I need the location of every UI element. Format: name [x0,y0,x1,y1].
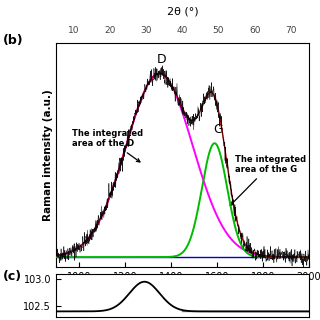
X-axis label: Raman shift (cm⁻¹): Raman shift (cm⁻¹) [123,288,242,298]
Text: 60: 60 [249,26,260,35]
Text: 40: 40 [177,26,188,35]
Text: 2θ (°): 2θ (°) [167,6,198,16]
Text: 70: 70 [285,26,297,35]
Text: 10: 10 [68,26,80,35]
Text: D: D [157,53,166,66]
Text: 20: 20 [105,26,116,35]
Text: 30: 30 [140,26,152,35]
Y-axis label: Raman intensity (a.u.): Raman intensity (a.u.) [43,89,53,221]
Text: (c): (c) [3,270,22,284]
Text: (b): (b) [3,34,24,47]
Text: 50: 50 [213,26,224,35]
Text: The integrated
area of the G: The integrated area of the G [230,155,306,205]
Text: G: G [213,123,223,136]
Text: The integrated
area of the D: The integrated area of the D [72,129,143,162]
